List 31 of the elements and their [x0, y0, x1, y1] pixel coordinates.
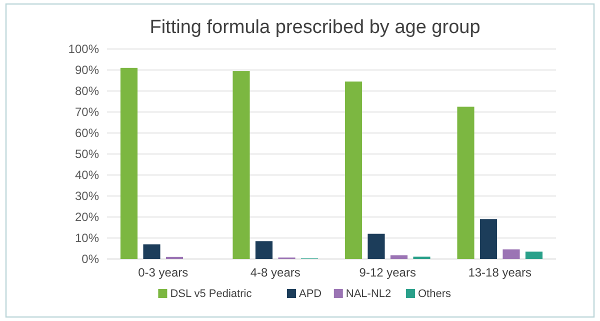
- bar: [480, 219, 498, 259]
- x-tick-label: 4-8 years: [250, 266, 300, 280]
- x-tick-label: 9-12 years: [359, 266, 416, 280]
- y-tick-label: 70%: [74, 104, 100, 119]
- y-tick-label: 80%: [74, 84, 100, 98]
- bar: [368, 234, 385, 259]
- legend-label: DSL v5 Pediatric: [170, 288, 252, 300]
- y-tick-label: 10%: [74, 230, 100, 245]
- bar: [344, 82, 362, 259]
- chart-title: Fitting formula prescribed by age group: [150, 17, 480, 38]
- bar: [120, 68, 138, 259]
- y-tick-label: 60%: [74, 126, 100, 140]
- bar: [525, 252, 543, 259]
- y-tick-label: 30%: [74, 188, 100, 203]
- bar: [255, 241, 273, 259]
- y-tick-label: 100%: [68, 42, 100, 56]
- y-tick-label: 0%: [82, 252, 100, 266]
- bar: [502, 249, 520, 259]
- y-tick-label: 20%: [74, 210, 100, 224]
- y-tick-label: 50%: [74, 146, 100, 161]
- bar: [457, 106, 474, 259]
- y-tick-label: 90%: [74, 62, 100, 77]
- y-tick-label: 40%: [74, 168, 100, 182]
- legend-label: Others: [418, 288, 452, 300]
- legend-label: APD: [299, 288, 322, 300]
- bar: [143, 244, 160, 259]
- legend-label: NAL-NL2: [346, 288, 392, 300]
- x-tick-label: 0-3 years: [138, 266, 188, 280]
- bar: [232, 71, 250, 259]
- bar: [390, 255, 408, 259]
- x-tick-label: 13-18 years: [468, 266, 532, 280]
